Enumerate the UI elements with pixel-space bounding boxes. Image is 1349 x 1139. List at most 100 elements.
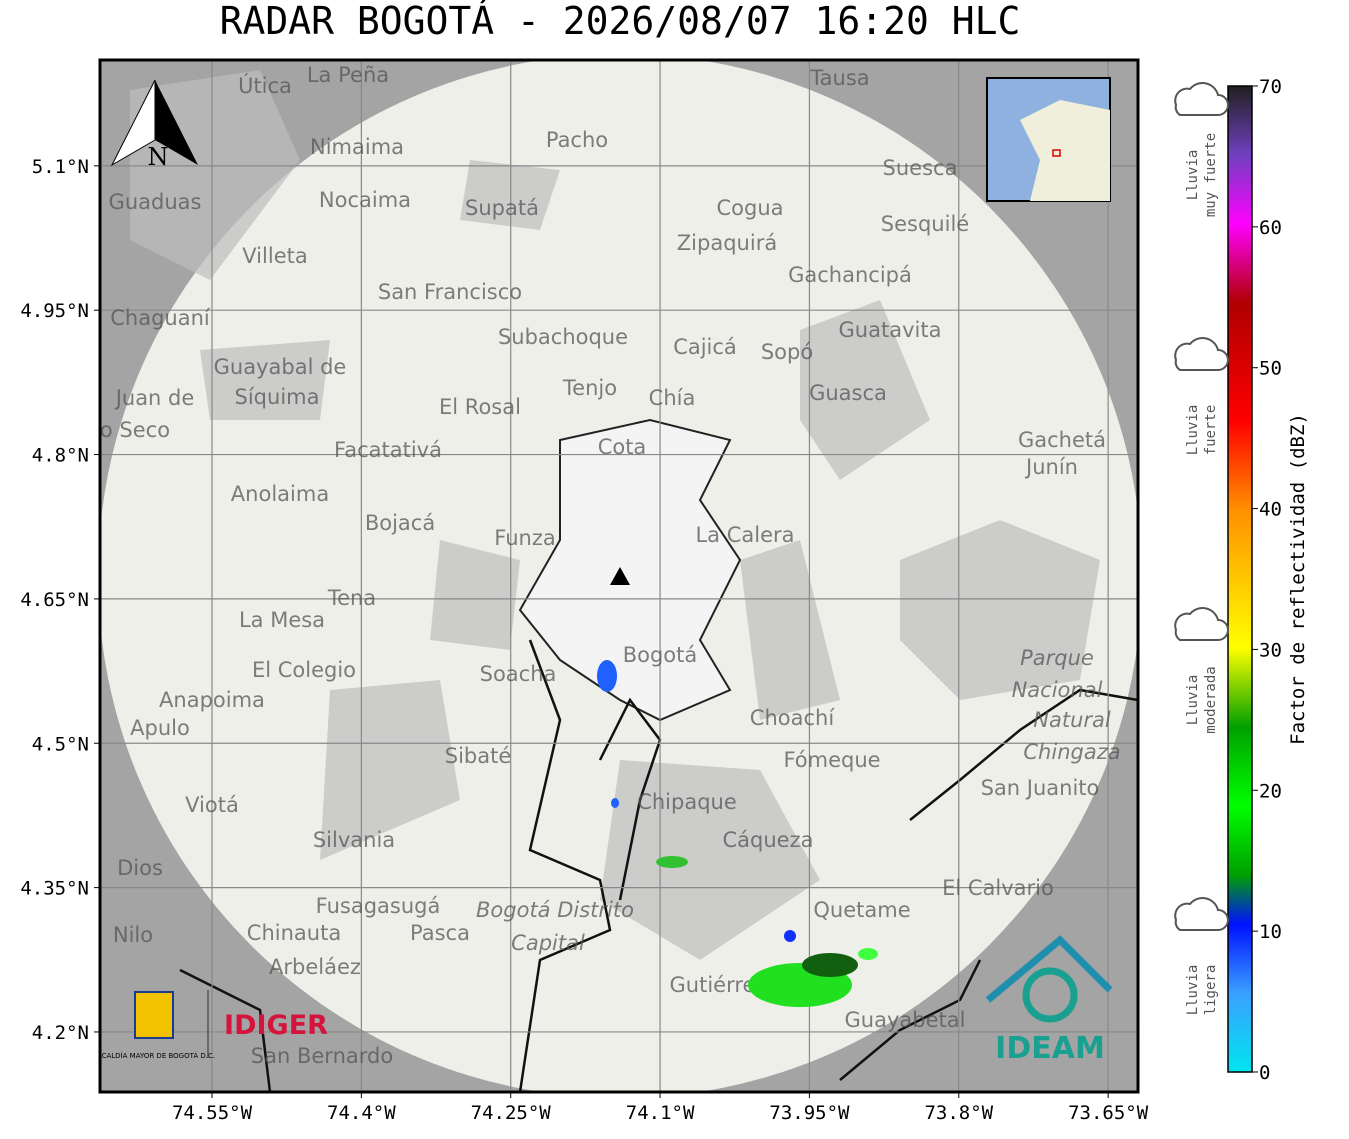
place-label: Guatavita bbox=[839, 318, 942, 342]
y-tick-label: 5.1°N bbox=[32, 156, 89, 178]
rain-level-label: muy fuerte bbox=[1203, 133, 1219, 217]
place-label: Guayabetal bbox=[845, 1008, 966, 1032]
ideam-logo: IDEAM bbox=[985, 935, 1113, 1066]
x-tick-label: 74.1°W bbox=[626, 1102, 695, 1124]
place-label: Quetame bbox=[813, 898, 910, 922]
place-label: Facatativá bbox=[334, 438, 442, 462]
place-label: Subachoque bbox=[498, 325, 628, 349]
place-label: El Rosal bbox=[439, 395, 521, 419]
title: RADAR BOGOTÁ - 2026/08/07 16:20 HLC bbox=[220, 0, 1021, 43]
place-label: Tenjo bbox=[562, 376, 617, 400]
place-label: Bogotá bbox=[623, 643, 698, 667]
y-tick-label: 4.8°N bbox=[32, 445, 89, 467]
rain-icon bbox=[1174, 82, 1229, 116]
colorbar-tick-label: 50 bbox=[1259, 358, 1282, 380]
place-label: Cota bbox=[598, 435, 647, 459]
inset-map bbox=[986, 77, 1111, 202]
y-tick-label: 4.35°N bbox=[20, 878, 89, 900]
place-label: Villeta bbox=[242, 244, 307, 268]
y-tick-label: 4.5°N bbox=[32, 733, 89, 755]
place-label: Tena bbox=[327, 586, 376, 610]
place-label: Anapoima bbox=[159, 688, 265, 712]
place-label: La Peña bbox=[307, 63, 389, 87]
place-label: Síquima bbox=[235, 385, 320, 409]
colorbar-tick-label: 0 bbox=[1259, 1062, 1270, 1084]
rain-level-label: fuerte bbox=[1203, 405, 1219, 456]
place-label: Silvania bbox=[313, 828, 395, 852]
place-label: Sopó bbox=[761, 340, 813, 364]
place-label: Fómeque bbox=[783, 748, 880, 772]
rain-level: Lluvia fuerte bbox=[1174, 337, 1229, 456]
place-label: Bogotá Distrito bbox=[476, 898, 634, 922]
place-label: Bojacá bbox=[365, 511, 435, 535]
place-label: Viotá bbox=[185, 793, 239, 817]
place-label: San Juanito bbox=[981, 776, 1100, 800]
rain-level: Lluvia ligera bbox=[1174, 897, 1229, 1016]
x-tick-label: 74.25°W bbox=[471, 1102, 552, 1124]
rain-level: Lluvia muy fuerte bbox=[1174, 82, 1229, 217]
rain-level-label: moderada bbox=[1203, 666, 1219, 733]
place-label: Capital bbox=[511, 931, 585, 955]
place-label: Chipaque bbox=[637, 790, 737, 814]
rain-level-label: Lluvia bbox=[1185, 965, 1201, 1016]
place-label: o Seco bbox=[100, 418, 170, 442]
north-label: N bbox=[148, 143, 169, 171]
colorbar-tick-label: 30 bbox=[1259, 639, 1282, 661]
colorbar-tick-label: 20 bbox=[1259, 780, 1282, 802]
place-label: Guasca bbox=[809, 381, 887, 405]
place-label: Útica bbox=[238, 73, 292, 98]
colorbar bbox=[1227, 85, 1253, 1073]
y-tick-label: 4.65°N bbox=[20, 589, 89, 611]
rain-level-label: ligera bbox=[1203, 965, 1219, 1016]
place-label: El Colegio bbox=[252, 658, 356, 682]
place-label: Nocaima bbox=[319, 188, 411, 212]
place-label: Cajicá bbox=[673, 335, 737, 359]
bogota-boundary bbox=[518, 418, 742, 722]
place-label: Nilo bbox=[113, 923, 153, 947]
place-label: Cáqueza bbox=[723, 828, 814, 852]
radar-site bbox=[610, 567, 630, 585]
ideam-text: IDEAM bbox=[995, 1031, 1105, 1066]
place-label: San Francisco bbox=[378, 280, 522, 304]
place-label: Junín bbox=[1024, 455, 1078, 479]
alcaldia-logo: ALCALDÍA MAYOR DE BOGOTÁ D.C. IDIGER bbox=[93, 990, 328, 1060]
place-label: Arbeláez bbox=[269, 955, 361, 979]
place-label: Fusagasugá bbox=[316, 894, 441, 918]
alcaldia-text: ALCALDÍA MAYOR DE BOGOTÁ D.C. bbox=[93, 1051, 215, 1060]
place-label: Chinauta bbox=[247, 921, 341, 945]
place-label: Soacha bbox=[480, 662, 557, 686]
place-label: San Bernardo bbox=[251, 1044, 393, 1068]
place-label: Sesquilé bbox=[881, 212, 969, 236]
x-tick-label: 73.95°W bbox=[769, 1102, 850, 1124]
radar-echoes bbox=[597, 660, 878, 1007]
place-label: La Calera bbox=[695, 523, 794, 547]
rain-icon bbox=[1174, 607, 1229, 641]
place-label: Parque bbox=[1020, 646, 1094, 670]
place-label: Pasca bbox=[410, 921, 470, 945]
x-tick-label: 73.8°W bbox=[924, 1102, 993, 1124]
place-label: Chaguaní bbox=[110, 306, 211, 330]
rain-level: Lluvia moderada bbox=[1174, 607, 1229, 734]
place-label: Supatá bbox=[465, 196, 539, 220]
place-label: Zipaquirá bbox=[677, 231, 777, 255]
place-label: Nacional bbox=[1012, 678, 1103, 702]
place-label: Juan de bbox=[114, 386, 195, 410]
y-tick-label: 4.2°N bbox=[32, 1022, 89, 1044]
idiger-logo: IDIGER bbox=[224, 1010, 328, 1041]
place-label: Choachí bbox=[750, 706, 836, 730]
place-label: Anolaima bbox=[231, 482, 329, 506]
place-label: Cogua bbox=[716, 196, 783, 220]
colorbar-tick-label: 60 bbox=[1259, 217, 1282, 239]
place-label: Sibaté bbox=[445, 744, 512, 768]
map: La Peña Útica Tausa Pacho Nimaima Suesca Guadu… bbox=[93, 60, 1138, 1092]
place-label: Chía bbox=[649, 386, 696, 410]
colorbar-tick-label: 70 bbox=[1259, 76, 1282, 98]
x-tick-label: 74.55°W bbox=[172, 1102, 253, 1124]
y-tick-label: 4.95°N bbox=[20, 300, 89, 322]
place-label: Funza bbox=[494, 526, 555, 550]
colorbar-label: Factor de reflectividad (dBZ) bbox=[1287, 413, 1309, 745]
place-label: La Mesa bbox=[239, 608, 325, 632]
rain-level-label: Lluvia bbox=[1185, 675, 1201, 726]
place-label: Apulo bbox=[130, 716, 190, 740]
